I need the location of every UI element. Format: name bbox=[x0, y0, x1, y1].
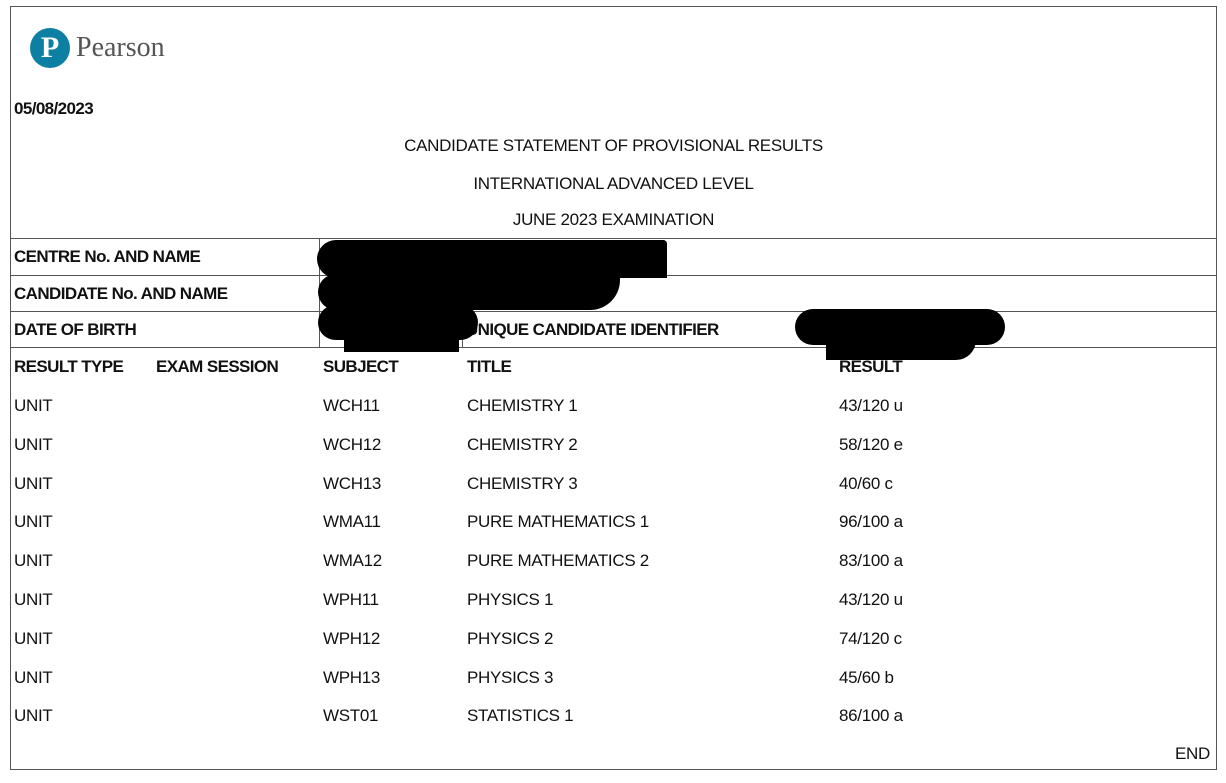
redaction-dob bbox=[344, 330, 459, 352]
header-exam-session: EXAM SESSION bbox=[156, 357, 279, 376]
pearson-logo: P Pearson bbox=[30, 28, 165, 68]
cell-subject: WPH12 bbox=[323, 628, 381, 648]
pearson-logo-text: Pearson bbox=[76, 32, 165, 63]
cell-type: UNIT bbox=[14, 667, 53, 687]
cell-title: PURE MATHEMATICS 2 bbox=[467, 551, 649, 571]
cell-title: PHYSICS 1 bbox=[467, 590, 554, 609]
pearson-logo-icon: P bbox=[30, 28, 70, 68]
divider bbox=[10, 347, 1217, 348]
exam-session-title: JUNE 2023 EXAMINATION bbox=[512, 210, 715, 229]
cell-result: 74/120 c bbox=[839, 628, 902, 648]
header-result: RESULT bbox=[839, 357, 903, 376]
qualification-title: INTERNATIONAL ADVANCED LEVEL bbox=[473, 174, 754, 193]
dob-label: DATE OF BIRTH bbox=[14, 320, 137, 339]
cell-subject: WCH13 bbox=[323, 473, 382, 493]
cell-title: CHEMISTRY 2 bbox=[467, 434, 578, 454]
cell-subject: WPH13 bbox=[323, 667, 381, 687]
header-result-type: RESULT TYPE bbox=[14, 357, 124, 376]
cell-result: 96/100 a bbox=[839, 512, 903, 532]
redaction-candidate bbox=[318, 274, 620, 310]
cell-type: UNIT bbox=[14, 434, 53, 454]
cell-result: 86/100 a bbox=[839, 706, 903, 726]
cell-type: UNIT bbox=[14, 473, 53, 493]
end-marker: END bbox=[1175, 744, 1210, 763]
divider bbox=[10, 238, 1217, 239]
cell-result: 40/60 c bbox=[839, 473, 893, 493]
cell-type: UNIT bbox=[14, 396, 53, 415]
statement-title: CANDIDATE STATEMENT OF PROVISIONAL RESUL… bbox=[404, 136, 823, 155]
statement-date: 05/08/2023 bbox=[14, 99, 94, 118]
cell-subject: WPH11 bbox=[323, 590, 379, 609]
centre-label: CENTRE No. AND NAME bbox=[14, 247, 201, 266]
cell-title: STATISTICS 1 bbox=[467, 706, 574, 726]
redaction-centre bbox=[317, 240, 667, 278]
cell-subject: WCH12 bbox=[323, 434, 382, 454]
divider bbox=[10, 311, 1217, 312]
cell-result: 83/100 a bbox=[839, 551, 903, 571]
cell-type: UNIT bbox=[14, 590, 53, 609]
statement-frame bbox=[10, 6, 1217, 770]
redaction-uci bbox=[826, 330, 976, 360]
cell-title: PHYSICS 3 bbox=[467, 667, 554, 687]
cell-title: CHEMISTRY 3 bbox=[467, 473, 578, 493]
header-title: TITLE bbox=[467, 357, 512, 376]
cell-subject: WMA11 bbox=[323, 512, 381, 532]
header-subject: SUBJECT bbox=[323, 357, 399, 376]
cell-title: CHEMISTRY 1 bbox=[467, 396, 578, 415]
cell-result: 45/60 b bbox=[839, 667, 894, 687]
cell-type: UNIT bbox=[14, 706, 53, 726]
cell-title: PHYSICS 2 bbox=[467, 628, 554, 648]
candidate-label: CANDIDATE No. AND NAME bbox=[14, 284, 228, 303]
cell-result: 43/120 u bbox=[839, 590, 903, 609]
cell-subject: WST01 bbox=[323, 706, 379, 726]
uci-label: UNIQUE CANDIDATE IDENTIFIER bbox=[466, 320, 719, 339]
cell-result: 43/120 u bbox=[839, 396, 903, 415]
cell-type: UNIT bbox=[14, 512, 53, 532]
cell-result: 58/120 e bbox=[839, 434, 903, 454]
cell-title: PURE MATHEMATICS 1 bbox=[467, 512, 649, 532]
cell-subject: WCH11 bbox=[323, 396, 380, 415]
cell-type: UNIT bbox=[14, 628, 53, 648]
cell-type: UNIT bbox=[14, 551, 53, 571]
cell-subject: WMA12 bbox=[323, 551, 382, 571]
